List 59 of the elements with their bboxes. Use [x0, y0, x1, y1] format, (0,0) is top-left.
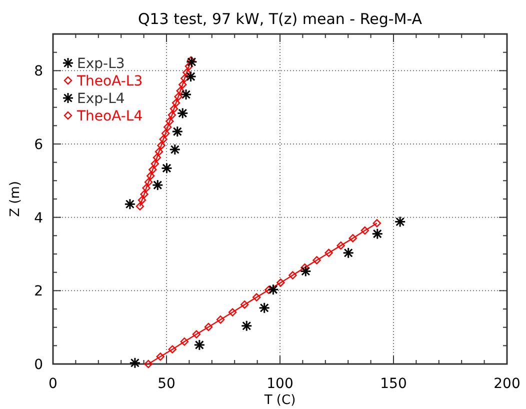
point [168, 110, 176, 120]
point [176, 86, 184, 95]
point [154, 148, 164, 156]
point [252, 293, 261, 302]
point [216, 316, 225, 324]
point [144, 360, 152, 368]
x-tick-label: 100 [266, 376, 294, 392]
point [336, 241, 345, 250]
x-tick-label: 0 [48, 376, 58, 392]
point [159, 135, 168, 144]
point [170, 104, 178, 113]
point [180, 338, 189, 346]
x-tick-label: 50 [158, 376, 176, 392]
legend-label: Exp-L3 [77, 56, 125, 72]
point [324, 248, 333, 257]
point [174, 92, 182, 101]
chart-title: Q13 test, 97 kW, T(z) mean - Reg-M-A [138, 10, 423, 28]
point [288, 271, 297, 280]
point [142, 184, 150, 192]
point [180, 74, 189, 82]
y-axis-title: Z (m) [8, 181, 23, 217]
legend-label: TheoA-L4 [76, 108, 143, 124]
y-tick-label: 4 [34, 210, 44, 226]
x-tick-label: 150 [380, 376, 407, 392]
y-tick-label: 0 [34, 357, 43, 373]
point [172, 98, 180, 108]
point [152, 153, 162, 162]
point [136, 202, 144, 210]
point [360, 226, 369, 235]
x-axis-title: T (C) [263, 393, 296, 408]
y-tick-label: 8 [34, 64, 43, 80]
point [182, 68, 191, 77]
x-tick-label: 200 [494, 376, 520, 392]
point [164, 123, 172, 132]
point [138, 196, 146, 204]
legend-label: TheoA-L3 [76, 74, 143, 90]
point [140, 190, 148, 198]
point [240, 300, 249, 309]
point [204, 322, 213, 332]
y-tick-label: 6 [34, 137, 44, 153]
point [157, 141, 166, 150]
point [150, 160, 160, 168]
point [166, 117, 174, 126]
legend-label: Exp-L4 [77, 91, 125, 107]
point [178, 80, 187, 89]
point [144, 178, 153, 186]
point [148, 166, 157, 174]
point [156, 352, 164, 361]
point [348, 234, 357, 242]
point [228, 308, 237, 316]
point [276, 278, 285, 287]
point [312, 256, 321, 264]
point [161, 129, 170, 138]
point [192, 330, 201, 338]
point [372, 219, 382, 228]
point [184, 62, 194, 70]
y-tick-label: 2 [34, 284, 43, 300]
point [146, 172, 155, 180]
point [168, 345, 176, 354]
